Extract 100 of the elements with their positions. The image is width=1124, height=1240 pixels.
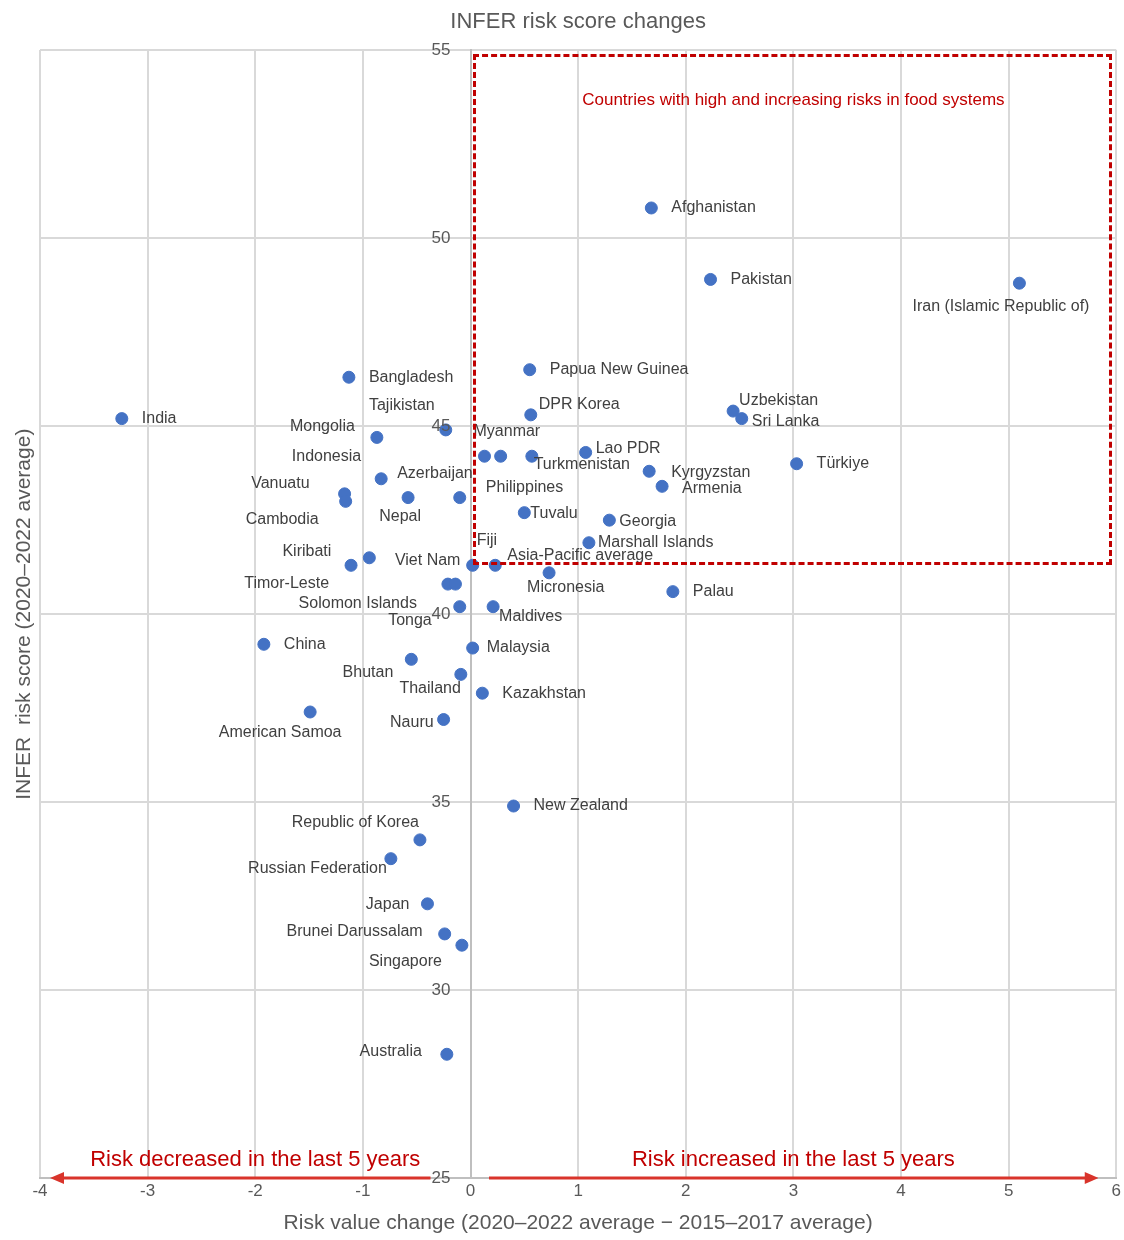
annotation: Risk decreased in the last 5 years bbox=[90, 1146, 421, 1172]
annotation: Japan bbox=[365, 895, 410, 913]
annotation: Vanuatu bbox=[251, 474, 310, 492]
annotation: Maldives bbox=[499, 607, 563, 625]
annotation: Countries with high and increasing risks in food systems bbox=[582, 89, 1005, 109]
annotation: Timor-Leste bbox=[244, 573, 330, 591]
annotation: Bangladesh bbox=[368, 367, 454, 385]
annotation: Risk increased in the last 5 years bbox=[631, 1146, 955, 1172]
annotation: Micronesia bbox=[527, 578, 605, 596]
annotation: Kazakhstan bbox=[502, 683, 586, 701]
annotation: Cambodia bbox=[245, 509, 319, 527]
chart-title: INFER risk score changes bbox=[450, 8, 706, 34]
annotation: Kiribati bbox=[282, 542, 332, 560]
annotation: Republic of Korea bbox=[291, 813, 420, 831]
annotation: China bbox=[283, 634, 326, 652]
x-tick-label: 6 bbox=[1111, 1181, 1122, 1201]
x-tick-label: -2 bbox=[247, 1181, 263, 1201]
annotation: India bbox=[141, 409, 177, 427]
x-axis-title: Risk value change (2020–2022 average − 2015–2017 average) bbox=[283, 1210, 873, 1234]
annotation: Iran (Islamic Republic of) bbox=[912, 296, 1090, 314]
point bbox=[303, 705, 317, 719]
point bbox=[507, 799, 521, 813]
point bbox=[453, 491, 467, 505]
y-tick-label: 30 bbox=[431, 980, 451, 1000]
annotation: Afghanistan bbox=[671, 198, 756, 216]
point bbox=[517, 506, 531, 520]
y-tick-label: 25 bbox=[431, 1168, 451, 1188]
point bbox=[726, 404, 740, 418]
point bbox=[494, 449, 508, 463]
point bbox=[478, 449, 491, 463]
x-tick-label: -4 bbox=[32, 1181, 48, 1201]
annotation: Indonesia bbox=[291, 447, 362, 465]
point bbox=[438, 927, 452, 941]
annotation: Azerbaijan bbox=[397, 464, 473, 481]
annotation: American Samoa bbox=[218, 723, 342, 741]
annotation: Turkmenistan bbox=[533, 454, 630, 472]
point bbox=[524, 408, 538, 422]
annotation: Malaysia bbox=[486, 638, 550, 656]
annotation: Tonga bbox=[388, 611, 432, 629]
annotation: Lao PDR bbox=[595, 438, 661, 456]
point bbox=[542, 566, 556, 580]
point bbox=[523, 363, 537, 377]
annotation: Fiji bbox=[476, 530, 498, 548]
annotation: Brunei Darussalam bbox=[286, 922, 423, 940]
point bbox=[454, 667, 468, 681]
point bbox=[257, 637, 271, 651]
y-tick-label: 35 bbox=[431, 791, 451, 811]
point bbox=[339, 494, 353, 508]
x-tick-label: 5 bbox=[1003, 1181, 1014, 1201]
point bbox=[455, 938, 469, 952]
annotation: Papua New Guinea bbox=[549, 360, 689, 378]
x-tick-label: 4 bbox=[896, 1181, 906, 1201]
annotation: Viet Nam bbox=[394, 550, 461, 568]
point bbox=[115, 412, 129, 426]
point bbox=[413, 833, 427, 847]
point bbox=[655, 479, 669, 493]
annotation: Kyrgyzstan bbox=[671, 462, 751, 480]
point bbox=[582, 536, 596, 550]
x-tick-label: 3 bbox=[788, 1181, 799, 1201]
x-tick-label: 0 bbox=[465, 1181, 476, 1201]
point bbox=[453, 600, 467, 614]
point bbox=[642, 464, 656, 478]
annotation: Uzbekistan bbox=[739, 391, 819, 409]
point bbox=[466, 641, 480, 655]
annotation: Georgia bbox=[619, 511, 677, 529]
point bbox=[735, 412, 749, 426]
annotation: Myanmar bbox=[473, 421, 541, 439]
annotation: Sri Lanka bbox=[751, 412, 820, 430]
point bbox=[384, 852, 398, 866]
annotation: Australia bbox=[359, 1041, 422, 1059]
annotation: Tuvalu bbox=[530, 504, 578, 522]
annotation: New Zealand bbox=[533, 796, 628, 814]
point bbox=[602, 513, 616, 527]
y-tick-label: 55 bbox=[431, 39, 451, 59]
y-tick-label: 50 bbox=[431, 227, 451, 247]
annotation: Marshall Islands bbox=[597, 533, 714, 551]
point bbox=[401, 491, 415, 505]
point bbox=[404, 652, 418, 666]
point bbox=[374, 472, 388, 486]
point bbox=[666, 585, 680, 599]
point bbox=[362, 551, 376, 565]
point bbox=[790, 457, 804, 471]
annotation: DPR Korea bbox=[538, 395, 620, 413]
annotation: Thailand bbox=[399, 678, 461, 696]
x-tick-label: -1 bbox=[355, 1181, 371, 1201]
x-tick-label: -3 bbox=[140, 1181, 156, 1201]
y-axis-title: INFER risk score (2020–2022 average) bbox=[10, 428, 34, 800]
annotation: Nepal bbox=[379, 507, 421, 524]
point bbox=[342, 370, 356, 384]
point bbox=[440, 1047, 454, 1061]
point bbox=[475, 686, 489, 700]
point bbox=[1012, 276, 1026, 290]
point bbox=[704, 272, 718, 286]
annotation: Philippines bbox=[485, 477, 564, 495]
point bbox=[486, 600, 500, 614]
x-tick-label: 1 bbox=[573, 1181, 583, 1201]
annotation: Nauru bbox=[390, 712, 434, 730]
annotation: Mongolia bbox=[289, 416, 355, 434]
annotation: Singapore bbox=[368, 951, 442, 969]
annotation: Solomon Islands bbox=[298, 593, 417, 611]
